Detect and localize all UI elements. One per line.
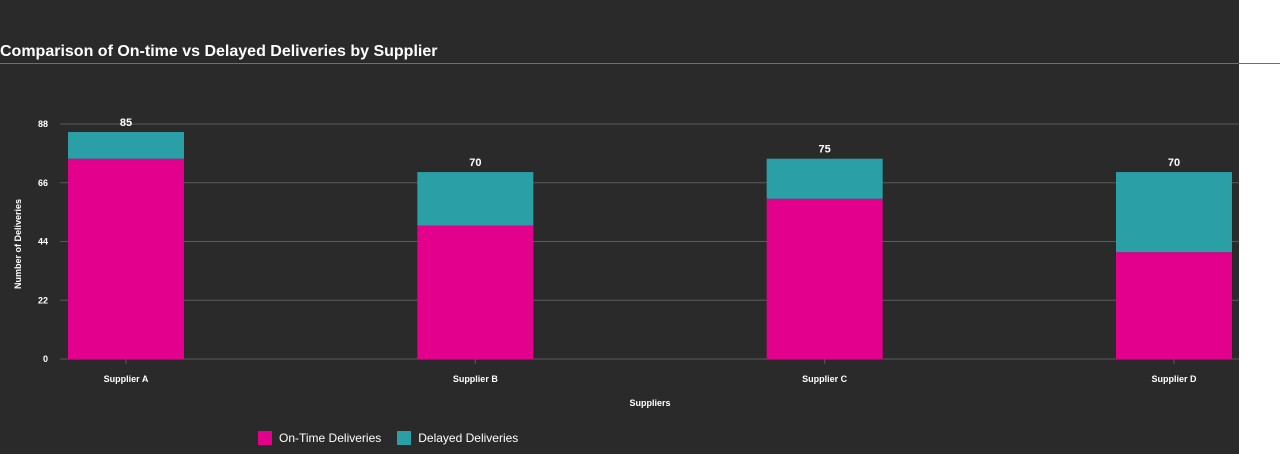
chart-panel [0,0,1239,454]
legend: On-Time Deliveries Delayed Deliveries [258,431,518,445]
bar-delayed-4[interactable] [1116,172,1232,253]
bar-on-time-1[interactable] [68,158,184,359]
legend-swatch-delayed [397,431,412,445]
x-axis-label: Suppliers [629,398,670,408]
legend-item-delayed[interactable]: Delayed Deliveries [397,431,518,445]
bar-on-time-4[interactable] [1116,252,1232,359]
bar-on-time-3[interactable] [766,198,883,359]
y-tick-label: 22 [38,295,48,305]
chart-title: Comparison of On-time vs Delayed Deliver… [0,43,438,60]
total-label-4: 70 [1168,157,1180,169]
y-tick-label: 66 [38,178,48,188]
legend-item-on-time[interactable]: On-Time Deliveries [258,431,381,445]
legend-label-delayed: Delayed Deliveries [418,431,519,445]
y-tick-label: 0 [43,354,48,364]
y-tick-label: 44 [38,237,48,247]
legend-label-on-time: On-Time Deliveries [279,431,382,445]
total-label-1: 85 [120,117,132,129]
y-tick-label: 88 [38,119,48,129]
legend-swatch-on-time [258,431,272,445]
x-tick-label-1: Supplier A [104,374,149,384]
x-tick-label-4: Supplier D [1151,374,1197,384]
y-axis-label: Number of Deliveries [13,199,23,289]
bar-on-time-2[interactable] [417,225,534,359]
bar-delayed-1[interactable] [68,132,184,159]
total-label-3: 75 [819,144,831,156]
bar-delayed-3[interactable] [766,158,883,199]
bar-delayed-2[interactable] [417,172,534,226]
x-tick-label-3: Supplier C [802,374,848,384]
x-tick-label-2: Supplier B [453,374,499,384]
total-label-2: 70 [469,157,481,169]
title-divider [0,63,1280,64]
